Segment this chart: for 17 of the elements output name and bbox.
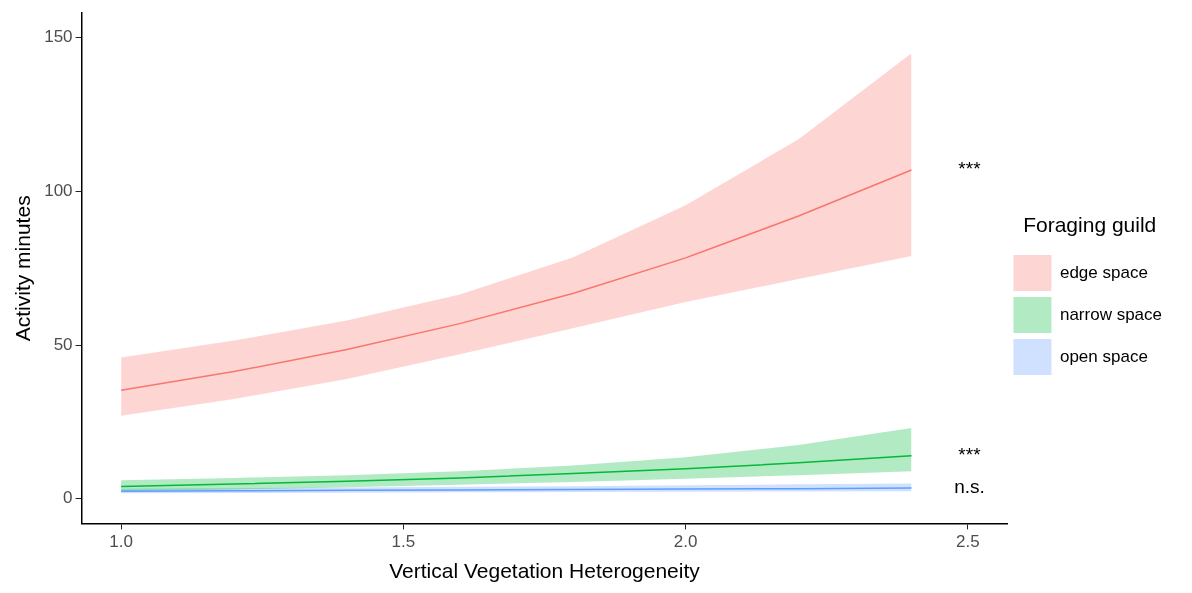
y-tick-label: 0 xyxy=(63,488,73,508)
y-tick-label: 50 xyxy=(53,334,73,354)
y-axis-title: Activity minutes xyxy=(11,195,35,342)
legend-label: narrow space xyxy=(1059,304,1163,324)
legend-label: edge space xyxy=(1059,262,1148,282)
x-tick-label: 2.0 xyxy=(673,532,698,552)
annotation: n.s. xyxy=(954,476,985,498)
y-tick-label: 100 xyxy=(44,181,73,201)
x-axis-title: Vertical Vegetation Heterogeneity xyxy=(389,559,701,583)
annotation: *** xyxy=(958,444,982,466)
legend-label: open space xyxy=(1059,346,1148,366)
y-tick-label: 150 xyxy=(44,27,73,47)
x-tick-label: 2.5 xyxy=(956,532,980,552)
x-tick-label: 1.0 xyxy=(109,532,133,552)
annotation: *** xyxy=(958,158,982,180)
legend-title: Foraging guild xyxy=(1023,213,1157,237)
x-tick-label: 1.5 xyxy=(391,532,416,552)
